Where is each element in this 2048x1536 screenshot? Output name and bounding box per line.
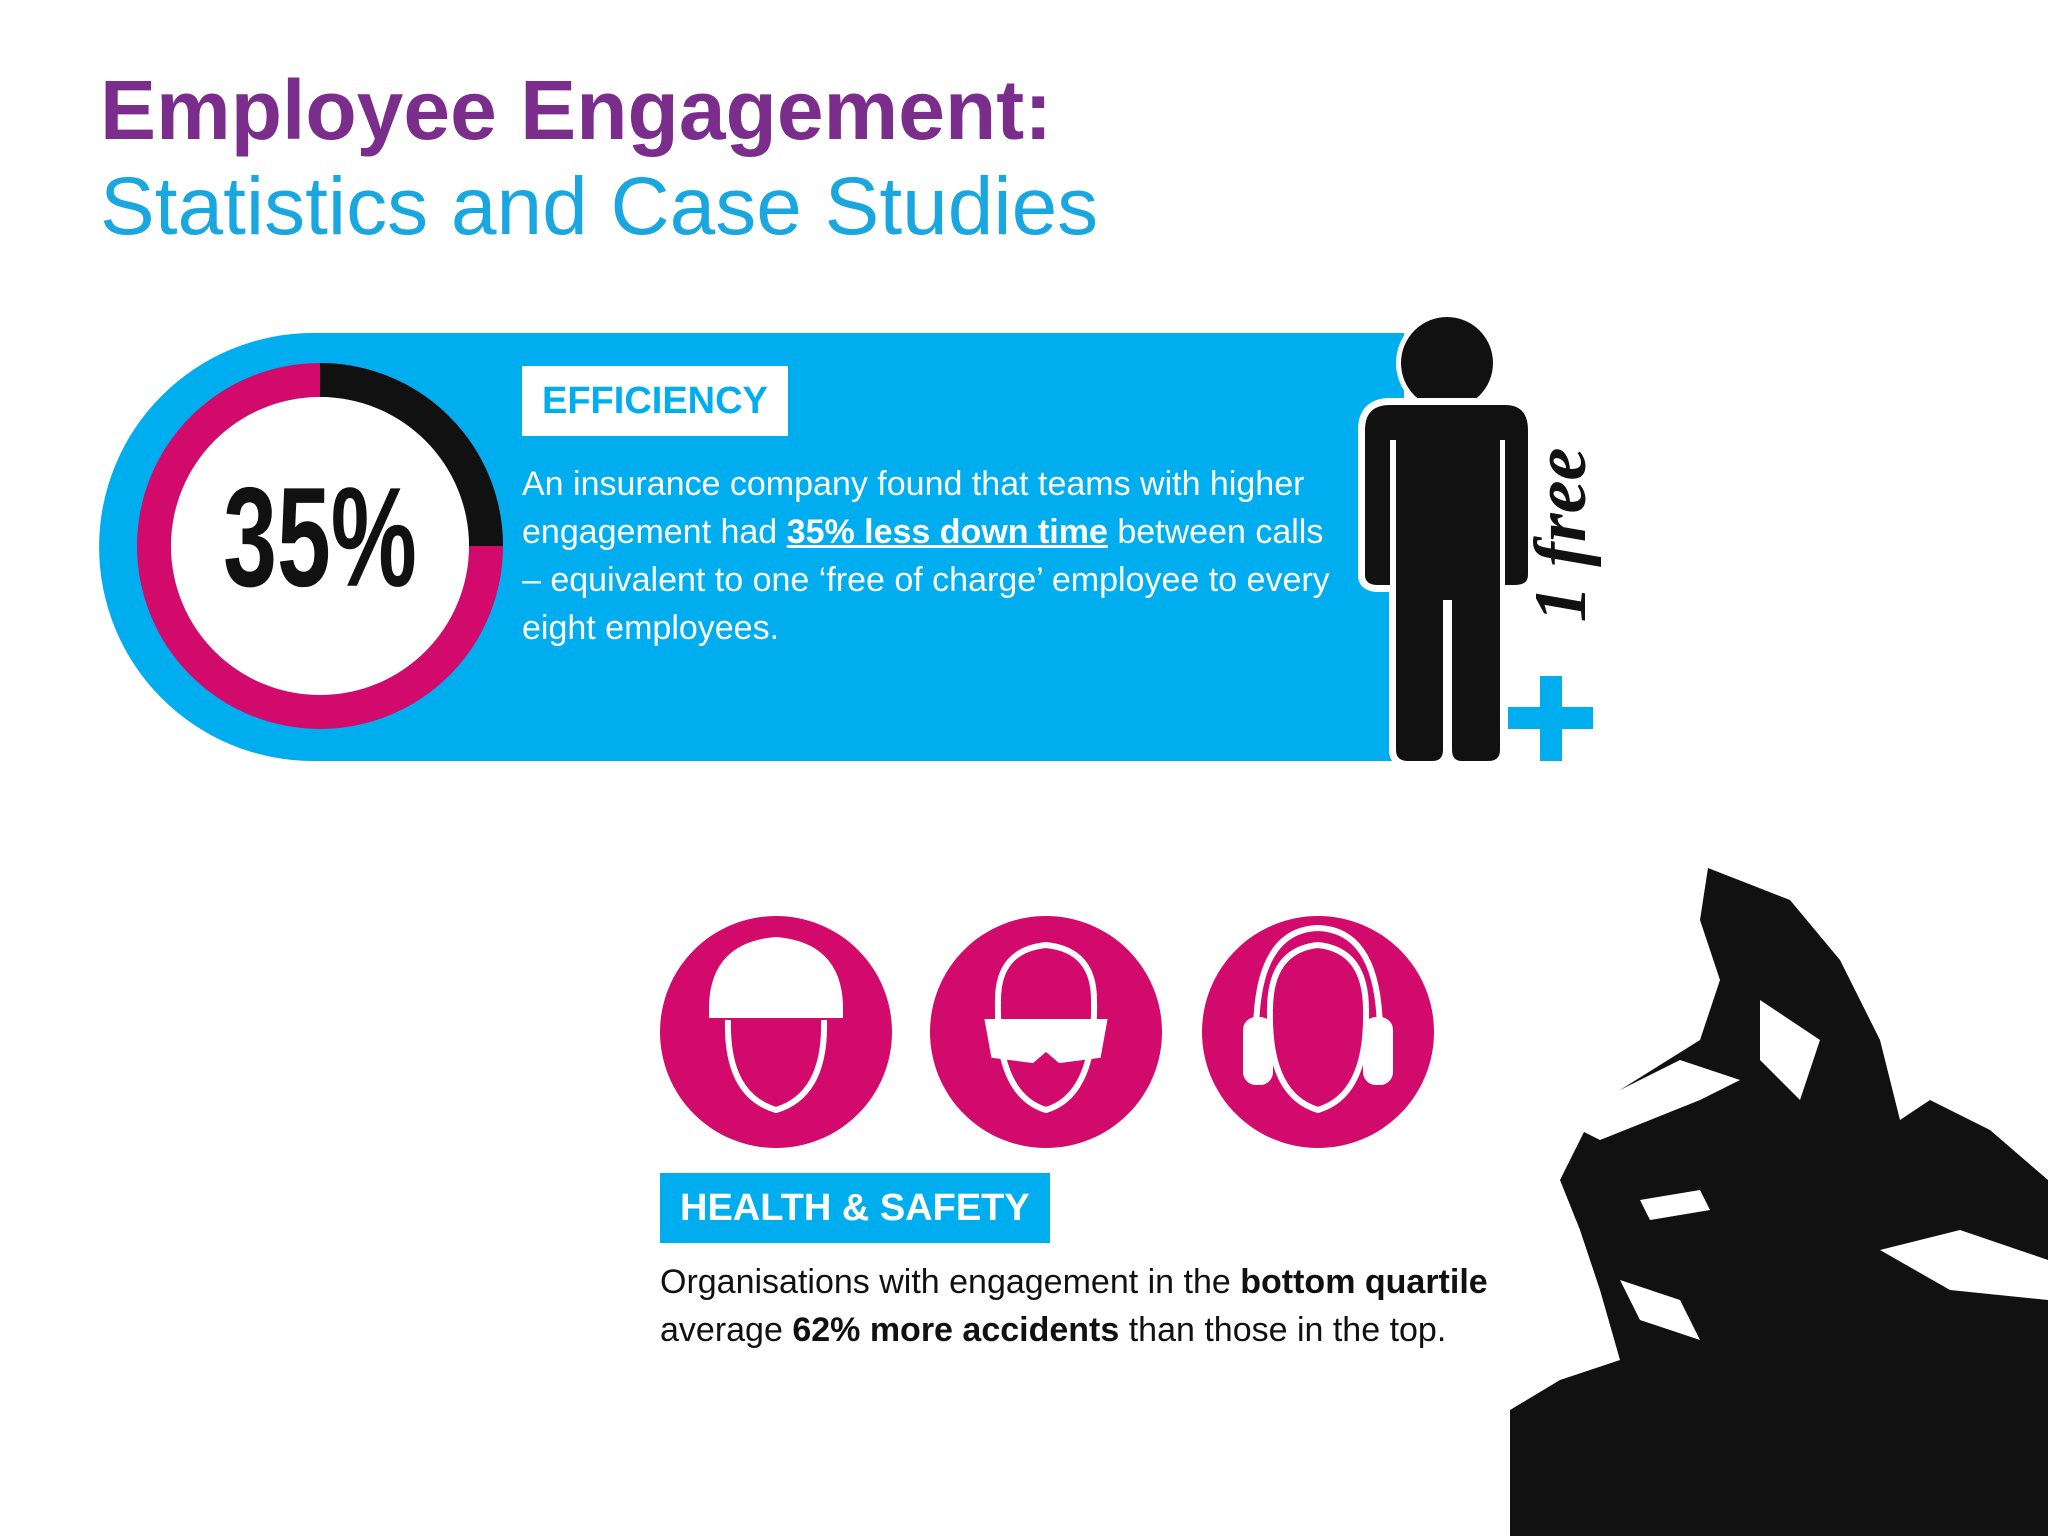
efficiency-heading: EFFICIENCY [522,366,788,436]
title: Employee Engagement: [100,63,1053,157]
figure-body [1358,398,1535,768]
highlight: bottom quartile [1240,1263,1488,1301]
stat-disc [171,397,469,695]
text: Organisations with engagement in the [660,1263,1241,1301]
highlight: 62% more accidents [792,1311,1120,1349]
stat-ring-arc [319,363,503,547]
plus-h [1508,707,1593,729]
text: average [660,1311,793,1349]
stat-value: 35% [223,457,417,616]
highlight: 35% less down time [786,513,1108,551]
worker-silhouette [1510,868,2048,1536]
figure-head [1396,312,1498,414]
text: between calls – equivalent to one ‘free … [522,513,1330,647]
health-heading: HEALTH & SAFETY [660,1173,1050,1243]
efficiency-text: An insurance company found that teams wi… [522,460,1332,652]
figure-label: 1 free [1520,448,1602,623]
health-text: Organisations with engagement in the bot… [660,1258,1580,1354]
subtitle: Statistics and Case Studies [100,161,1099,252]
text: than those in the top. [1119,1311,1447,1349]
text: An insurance company found that teams wi… [522,465,1305,551]
safety-icons [660,916,1434,1148]
